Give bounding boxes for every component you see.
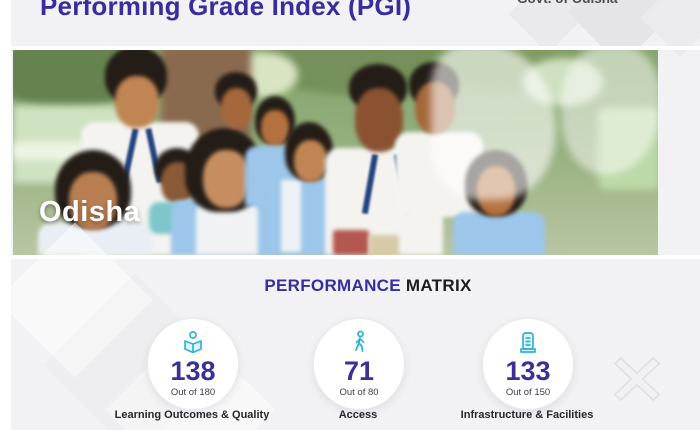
metric-label-infrastructure: Infrastructure & Facilities [460,409,594,421]
reader-icon [181,330,205,356]
metric-card-access: 71 Out of 80 [313,318,405,410]
page-title: Performing Grade Index (PGI) [40,0,412,21]
metric-outof: Out of 180 [170,387,216,399]
metric-outof: Out of 150 [505,387,551,399]
walking-person-icon [347,330,371,356]
govt-label: Govt. of Odisha [517,0,618,6]
divider [0,46,700,50]
building-icon [516,330,540,356]
odisha-map-watermark [431,50,556,200]
metric-label-access: Access [338,409,378,421]
metric-label-learning: Learning Outcomes & Quality [114,409,270,421]
divider [0,255,700,259]
x-watermark-icon [612,355,662,408]
performance-matrix-title: PERFORMANCE MATRIX [264,276,471,296]
odisha-map-watermark [561,50,658,175]
performance-title-word: PERFORMANCE [264,276,401,295]
metric-card-infrastructure: 133 Out of 150 [482,318,574,410]
metric-value: 71 [343,355,375,386]
metric-value: 133 [505,355,551,386]
state-name-label: Odisha [39,196,141,228]
students-photo: Odisha [13,50,658,255]
metric-outof: Out of 80 [339,387,379,399]
metric-value: 138 [170,355,216,386]
metric-card-learning: 138 Out of 180 [147,318,239,410]
matrix-title-word: MATRIX [405,276,472,295]
